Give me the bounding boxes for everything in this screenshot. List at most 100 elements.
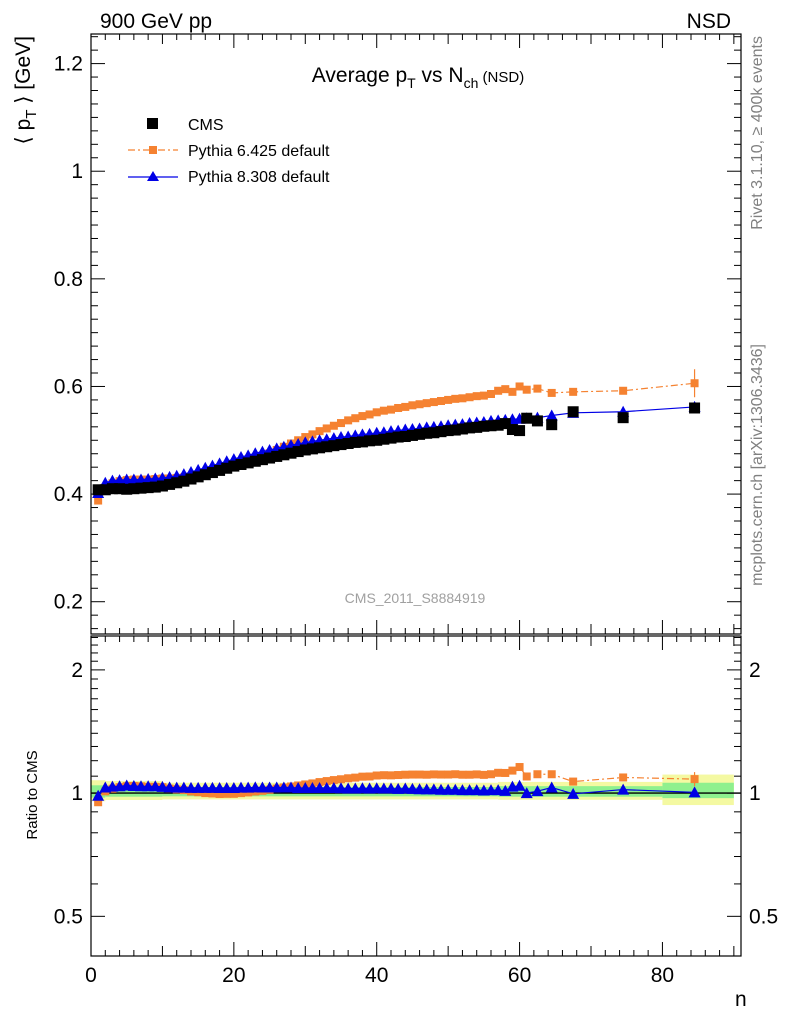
pythia6-ratio-point bbox=[337, 775, 345, 784]
pythia8-ratio-point bbox=[520, 787, 533, 799]
cms-point bbox=[299, 444, 311, 456]
pythia6-ratio-point bbox=[444, 770, 453, 779]
pythia6-point bbox=[387, 405, 395, 414]
pythia6-point bbox=[322, 424, 331, 433]
pythia6-point bbox=[422, 399, 431, 408]
pythia6-point bbox=[401, 402, 410, 411]
legend-item-pythia8: Pythia 8.308 default bbox=[128, 169, 330, 186]
cms-point bbox=[567, 406, 579, 418]
pythia6-point bbox=[458, 394, 467, 403]
pythia6-point bbox=[501, 385, 510, 394]
pythia6-ratio-point bbox=[508, 766, 517, 775]
ratio-y-tick-label: 0.5 bbox=[54, 905, 83, 928]
ratio-band-green bbox=[105, 786, 163, 797]
cms-point bbox=[364, 435, 376, 447]
cms-point bbox=[689, 402, 701, 414]
cms-point bbox=[399, 431, 411, 443]
cms-point bbox=[478, 420, 490, 432]
pythia8-point bbox=[545, 409, 558, 421]
cms-point bbox=[378, 433, 390, 445]
main-y-axis-label: ⟨ pT ⟩ [GeV] bbox=[12, 36, 40, 144]
pythia6-point bbox=[619, 386, 628, 395]
pythia6-ratio-point bbox=[458, 770, 467, 779]
pythia6-ratio-point bbox=[365, 772, 374, 781]
legend-label-pythia8: Pythia 8.308 default bbox=[188, 169, 330, 186]
cms-point bbox=[164, 478, 176, 490]
pythia6-ratio-point bbox=[533, 770, 542, 779]
pythia6-ratio-point bbox=[379, 771, 388, 780]
main-title: Average pT vs Nch (NSD) bbox=[312, 64, 524, 91]
cms-point bbox=[292, 446, 304, 458]
pythia6-ratio-point bbox=[522, 772, 531, 781]
cms-point bbox=[278, 449, 290, 461]
pythia6-point bbox=[487, 390, 495, 398]
pythia6-ratio-point bbox=[401, 770, 410, 779]
cms-point bbox=[442, 425, 454, 437]
pythia6-ratio-point bbox=[569, 777, 578, 786]
cms-point bbox=[235, 458, 247, 470]
ratio-y-axis-label: Ratio to CMS bbox=[24, 750, 41, 839]
pythia6-point bbox=[308, 430, 317, 439]
cms-point bbox=[328, 440, 340, 452]
cms-point bbox=[414, 428, 426, 440]
pythia6-point bbox=[372, 408, 381, 417]
analysis-watermark: CMS_2011_S8884919 bbox=[345, 590, 486, 606]
pythia6-ratio-point bbox=[372, 771, 381, 780]
y-tick-label: 0.2 bbox=[54, 591, 83, 614]
legend-marker-cms bbox=[147, 118, 158, 129]
pythia6-ratio-point bbox=[501, 768, 510, 777]
ratio-y-tick-label-right: 1 bbox=[749, 782, 761, 805]
header-left-label: 900 GeV pp bbox=[100, 10, 212, 33]
legend-label-cms: CMS bbox=[188, 117, 224, 134]
pythia6-point bbox=[479, 391, 488, 400]
cms-point bbox=[449, 424, 461, 436]
cms-point bbox=[406, 429, 418, 441]
pythia6-ratio-point bbox=[547, 770, 556, 779]
pythia6-point bbox=[508, 387, 517, 396]
pythia6-ratio-point bbox=[451, 770, 460, 779]
cms-point bbox=[371, 434, 383, 446]
pythia6-ratio-point bbox=[222, 789, 231, 798]
cms-point bbox=[321, 441, 333, 453]
pythia6-ratio-point bbox=[322, 777, 331, 786]
x-tick-label: 80 bbox=[651, 964, 674, 987]
pythia6-point bbox=[337, 419, 345, 428]
pythia6-point bbox=[472, 392, 481, 401]
cms-point bbox=[285, 447, 297, 459]
cms-point bbox=[521, 412, 533, 424]
pythia6-point bbox=[429, 398, 438, 407]
cms-point bbox=[135, 482, 147, 494]
ratio-y-tick-label-right: 0.5 bbox=[749, 905, 778, 928]
pythia6-ratio-point bbox=[472, 770, 481, 779]
pythia6-point bbox=[515, 382, 524, 391]
y-tick-label: 1 bbox=[71, 160, 83, 183]
header-right-label: NSD bbox=[687, 10, 731, 33]
pythia6-point bbox=[522, 385, 531, 394]
cms-point bbox=[199, 469, 211, 481]
legend-item-cms: CMS bbox=[147, 117, 224, 134]
pythia6-point bbox=[379, 406, 388, 415]
cms-point bbox=[178, 475, 190, 487]
pythia6-ratio-point bbox=[215, 790, 224, 799]
cms-point bbox=[185, 473, 197, 485]
cms-point bbox=[385, 432, 397, 444]
pythia6-ratio-point bbox=[201, 789, 210, 798]
pythia6-point bbox=[315, 427, 324, 436]
pythia6-point bbox=[415, 400, 424, 409]
cms-point bbox=[306, 443, 318, 455]
cms-point bbox=[192, 471, 204, 483]
pythia6-ratio-point bbox=[487, 770, 495, 779]
cms-point bbox=[514, 425, 526, 437]
pythia8-ratio-point bbox=[617, 783, 630, 795]
cms-point bbox=[156, 480, 168, 492]
y-tick-label: 1.2 bbox=[54, 53, 83, 76]
x-tick-label: 0 bbox=[85, 964, 97, 987]
cms-point bbox=[171, 477, 183, 489]
ratio-panel-frame bbox=[90, 635, 742, 957]
cms-point bbox=[121, 483, 133, 495]
y-tick-label: 0.8 bbox=[54, 268, 83, 291]
pythia6-point bbox=[451, 394, 460, 403]
pythia6-point bbox=[465, 393, 474, 402]
